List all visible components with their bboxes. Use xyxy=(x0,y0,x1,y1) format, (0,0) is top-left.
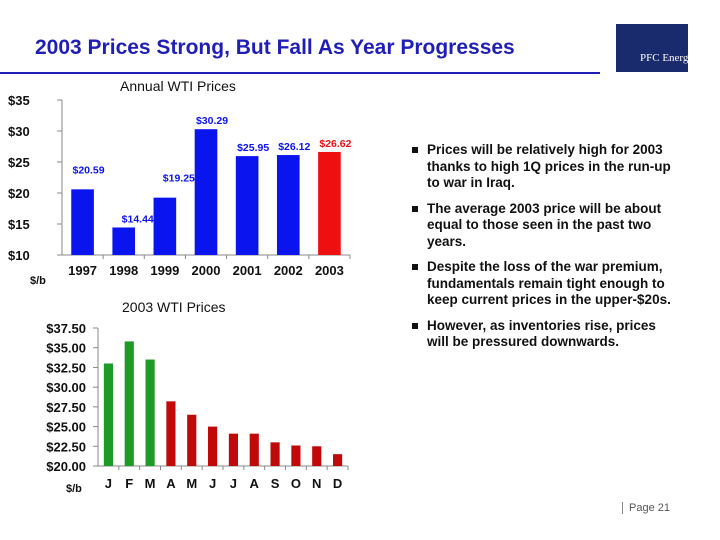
y-tick-label: $32.50 xyxy=(46,360,86,375)
data-label: $30.29 xyxy=(196,115,228,127)
bar xyxy=(228,433,238,466)
page-label: Page 21 xyxy=(629,502,670,514)
bullet-text: Despite the loss of the war premium, fun… xyxy=(427,259,671,307)
y-tick-label: $22.50 xyxy=(46,439,86,454)
bullet-item: The average 2003 price will be about equ… xyxy=(410,201,678,251)
bullet-square-icon xyxy=(412,322,418,329)
y-tick-label: $37.50 xyxy=(46,321,86,336)
x-tick-label: O xyxy=(291,476,301,491)
data-label: $26.12 xyxy=(278,141,310,153)
bar xyxy=(153,197,177,255)
x-tick-label: 2000 xyxy=(192,263,221,278)
page-title: 2003 Prices Strong, But Fall As Year Pro… xyxy=(35,36,515,59)
y-tick-label: $35.00 xyxy=(46,341,86,356)
x-tick-label: M xyxy=(186,476,197,491)
y-tick-label: $15 xyxy=(8,217,30,232)
x-tick-label: 2003 xyxy=(315,263,344,278)
x-tick-label: D xyxy=(333,476,342,491)
bullet-list: Prices will be relatively high for 2003 … xyxy=(410,142,678,360)
bar xyxy=(124,341,134,466)
bar xyxy=(194,129,218,255)
bar xyxy=(166,401,176,466)
bullet-item: Despite the loss of the war premium, fun… xyxy=(410,259,678,309)
bar xyxy=(276,155,300,255)
title-underline xyxy=(0,72,600,74)
x-tick-label: 1999 xyxy=(150,263,179,278)
bullet-text: However, as inventories rise, prices wil… xyxy=(427,317,656,350)
bullet-item: However, as inventories rise, prices wil… xyxy=(410,318,678,351)
chart-title: Annual WTI Prices xyxy=(120,78,236,94)
monthly-wti-chart: 2003 WTI Prices $20.00 $22.50 $25.00 $27.50 $… xyxy=(46,299,349,495)
bar xyxy=(208,426,218,466)
bar xyxy=(71,189,94,255)
bullet-item: Prices will be relatively high for 2003 … xyxy=(410,142,678,192)
x-tick-label: 2002 xyxy=(274,263,303,278)
y-unit-label: $/b xyxy=(30,275,46,287)
bar xyxy=(318,151,341,255)
bullet-square-icon xyxy=(412,264,418,270)
y-tick-label: $25 xyxy=(8,155,30,170)
page-number: Page 21 xyxy=(622,502,670,515)
x-tick-label: F xyxy=(125,476,133,491)
bar xyxy=(291,445,301,466)
page-divider xyxy=(622,502,623,515)
data-label: $20.59 xyxy=(73,164,105,176)
y-tick-label: $27.50 xyxy=(46,400,86,415)
x-tick-label: A xyxy=(250,476,260,491)
x-tick-label: J xyxy=(105,476,112,491)
y-tick-label: $30 xyxy=(8,124,30,139)
y-tick-label: $10 xyxy=(8,248,30,263)
logo-background xyxy=(616,24,688,72)
data-label: $26.62 xyxy=(319,138,351,150)
x-tick-label: 1998 xyxy=(109,263,138,278)
company-logo: PFC Energy xyxy=(616,24,694,72)
y-tick-label: $35 xyxy=(8,93,30,108)
x-tick-label: 1997 xyxy=(68,263,97,278)
x-tick-label: N xyxy=(312,476,321,491)
bar xyxy=(103,363,113,466)
bar xyxy=(312,446,322,466)
x-tick-label: J xyxy=(230,476,237,491)
bullet-text: The average 2003 price will be about equ… xyxy=(427,200,662,249)
bullet-square-icon xyxy=(412,147,418,153)
data-label: $14.44 xyxy=(122,213,154,225)
x-tick-label: M xyxy=(145,476,156,491)
chart-title: 2003 WTI Prices xyxy=(122,299,225,315)
bar xyxy=(112,227,136,255)
bullet-text: Prices will be relatively high for 2003 … xyxy=(427,142,671,190)
bar xyxy=(235,156,259,255)
x-tick-label: S xyxy=(271,476,280,491)
logo-text: PFC Energy xyxy=(640,52,694,64)
y-tick-label: $20 xyxy=(8,186,30,201)
y-tick-label: $20.00 xyxy=(46,459,86,474)
bar xyxy=(249,433,259,466)
bar xyxy=(145,359,155,466)
bullet-square-icon xyxy=(412,205,418,212)
x-tick-label: J xyxy=(209,476,216,491)
y-unit-label: $/b xyxy=(66,483,82,495)
x-tick-label: A xyxy=(166,476,176,491)
data-label: $19.25 xyxy=(163,173,195,185)
bar xyxy=(333,454,343,466)
bar xyxy=(187,414,197,466)
data-label: $25.95 xyxy=(237,142,269,154)
x-tick-label: 2001 xyxy=(233,263,262,278)
y-tick-label: $25.00 xyxy=(46,420,86,435)
bar xyxy=(270,442,280,466)
annual-wti-chart: Annual WTI Prices $10 $15 $20 $25 $30 $35 1997 $… xyxy=(8,78,352,287)
y-tick-label: $30.00 xyxy=(46,380,86,395)
